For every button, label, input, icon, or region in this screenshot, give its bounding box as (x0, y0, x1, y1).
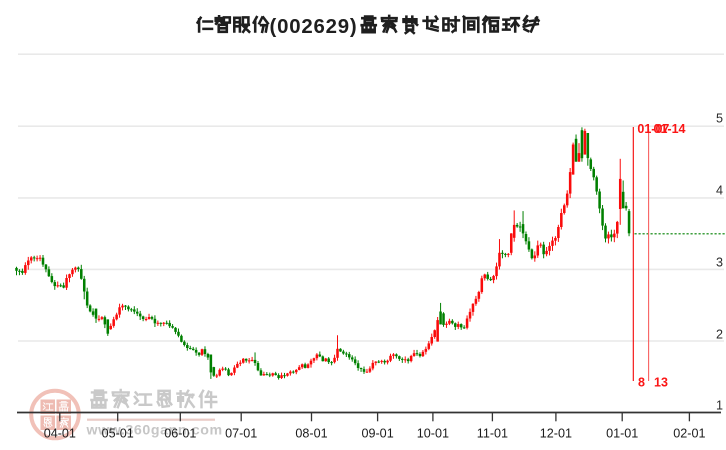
svg-text:11-01: 11-01 (477, 427, 508, 441)
svg-text:02-01: 02-01 (673, 427, 705, 441)
svg-text:04-01: 04-01 (44, 427, 76, 441)
svg-text:01-14: 01-14 (654, 122, 686, 136)
svg-text:(002629): (002629) (270, 16, 358, 38)
svg-text:08-01: 08-01 (295, 427, 327, 441)
svg-text:3: 3 (716, 256, 723, 270)
svg-text:www.360gann.com: www.360gann.com (86, 423, 223, 439)
svg-text:4: 4 (716, 184, 723, 198)
svg-text:1: 1 (716, 399, 723, 413)
svg-text:10-01: 10-01 (417, 427, 449, 441)
svg-text:01-01: 01-01 (606, 427, 638, 441)
svg-text:2: 2 (716, 328, 723, 342)
svg-text:13: 13 (654, 375, 668, 389)
svg-text:07-01: 07-01 (225, 427, 257, 441)
svg-text:12-01: 12-01 (540, 427, 572, 441)
svg-text:01-07: 01-07 (637, 122, 669, 136)
svg-text:09-01: 09-01 (361, 427, 393, 441)
svg-text:8: 8 (638, 375, 645, 389)
svg-text:5: 5 (716, 112, 723, 126)
svg-text:06-01: 06-01 (164, 427, 196, 441)
svg-text:05-01: 05-01 (102, 427, 134, 441)
